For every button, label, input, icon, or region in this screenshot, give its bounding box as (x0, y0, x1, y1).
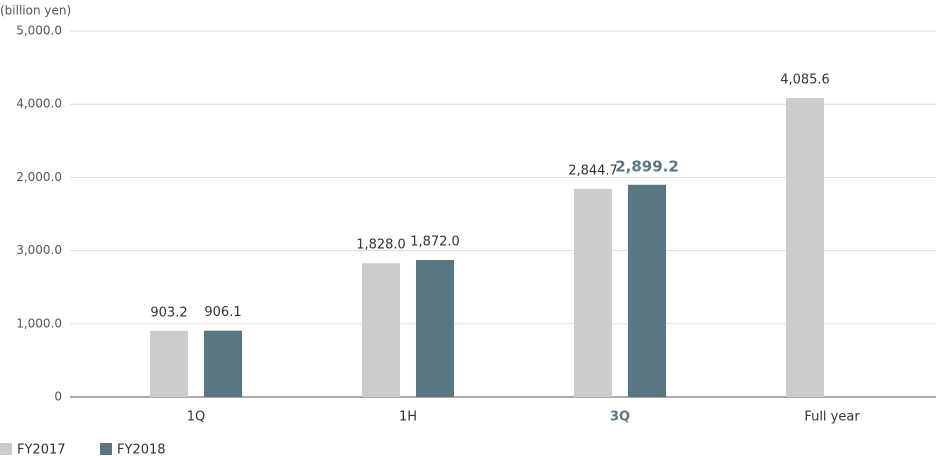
y-tick-label: 1,000.0 (16, 316, 62, 330)
bar (786, 97, 824, 397)
unit-label: (billion yen) (0, 4, 71, 18)
bar (416, 259, 454, 397)
x-tick-label: Full year (804, 410, 860, 425)
bar (628, 184, 666, 397)
y-tick-label: 4,000.0 (16, 97, 62, 111)
data-label: 2,899.2 (615, 157, 679, 175)
y-tick-label: 2,000.0 (16, 170, 62, 184)
y-tick-label: 3,000.0 (16, 243, 62, 257)
y-tick-label: 0 (54, 390, 62, 404)
legend-swatch (100, 443, 112, 455)
bar (574, 188, 612, 397)
y-tick-label: 5,000.0 (16, 24, 62, 38)
data-label: 2,844.7 (568, 163, 618, 178)
data-label: 1,872.0 (410, 234, 460, 249)
legend-swatch (0, 443, 12, 455)
legend-label: FY2017 (17, 443, 66, 456)
x-tick-label: 1Q (187, 410, 206, 425)
data-label: 1,828.0 (356, 238, 406, 253)
x-tick-label: 1H (399, 410, 417, 425)
bar (150, 330, 188, 397)
bar (204, 330, 242, 397)
data-label: 906.1 (204, 305, 241, 320)
bar (362, 263, 400, 397)
legend-label: FY2018 (117, 443, 166, 456)
data-label: 903.2 (150, 305, 187, 320)
data-label: 4,085.6 (780, 72, 830, 87)
x-tick-label: 3Q (610, 410, 630, 425)
